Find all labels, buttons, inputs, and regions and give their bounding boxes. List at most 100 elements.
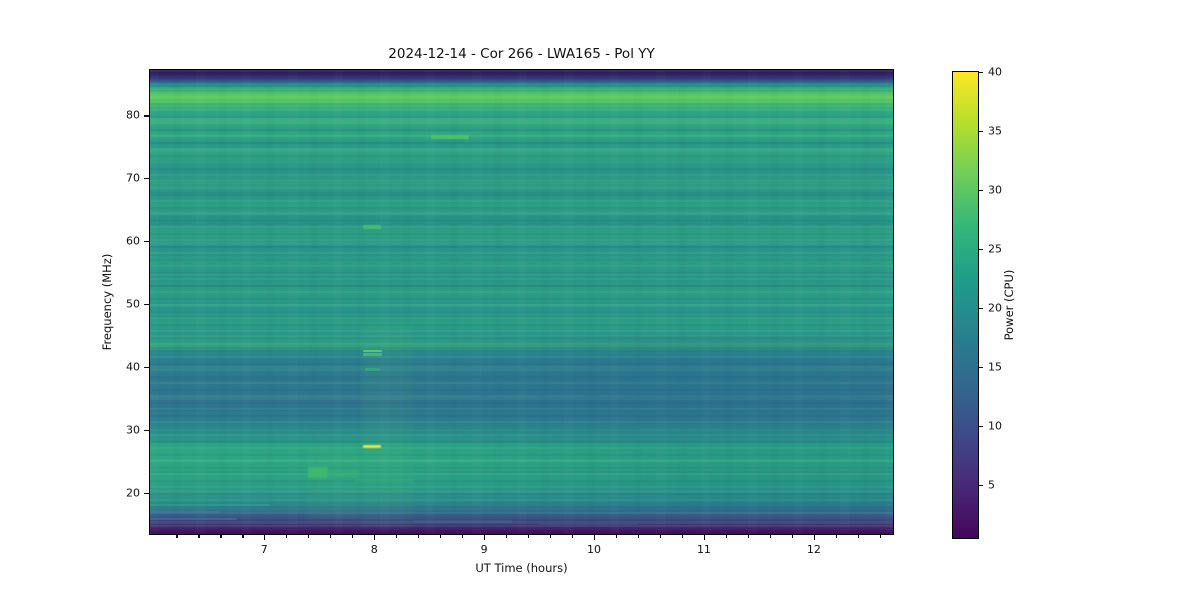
colorbar-tick-labels: 5 10 15 20 25 30 35 40 — [988, 66, 1018, 538]
x-minor-tick — [550, 535, 552, 538]
y-major-tick — [144, 493, 149, 495]
colorbar-tick-label: 10 — [988, 419, 1002, 433]
y-tick-label: 50 — [126, 297, 140, 311]
colorbar-tick-label: 15 — [988, 360, 1002, 374]
x-minor-tick — [396, 535, 398, 538]
x-minor-tick — [769, 535, 772, 538]
heatmap-channel-stripes-2 — [150, 70, 893, 534]
y-major-tick — [144, 304, 149, 306]
column-enhance-8h — [361, 323, 412, 528]
heatmap-time-columns — [150, 70, 893, 534]
burst-42MHz-upper — [363, 349, 382, 353]
x-minor-tick — [418, 535, 420, 538]
colorbar-tick — [979, 425, 983, 428]
line-17MHz-left — [150, 511, 221, 514]
x-minor-tick — [616, 535, 618, 538]
x-minor-tick — [462, 535, 464, 538]
burst-42MHz-lower — [363, 353, 382, 356]
x-minor-tick — [440, 535, 442, 538]
x-minor-tick — [791, 535, 794, 538]
heatmap-channel-stripes — [150, 70, 893, 534]
colorbar-tick — [979, 189, 983, 192]
x-minor-tick — [330, 535, 332, 538]
x-minor-tick — [198, 535, 200, 538]
y-major-tick — [144, 430, 149, 432]
x-minor-tick — [681, 535, 684, 538]
heatmap-image — [150, 70, 893, 534]
y-tick-label: 70 — [126, 171, 140, 185]
x-major-tick — [264, 535, 266, 540]
x-tick-labels: 7 8 9 10 11 12 — [150, 543, 893, 557]
colorbar-tick-label: 40 — [988, 65, 1002, 79]
x-axis — [150, 535, 893, 541]
y-axis-label: Frequency (MHz) — [100, 253, 114, 351]
x-tick-label: 12 — [806, 543, 821, 556]
x-minor-tick — [725, 535, 728, 538]
x-tick-label: 10 — [587, 543, 602, 556]
colorbar-tick — [979, 130, 983, 133]
line-18MHz-left — [150, 504, 270, 507]
y-major-tick — [144, 178, 149, 180]
x-tick-label: 11 — [696, 543, 711, 556]
x-major-tick — [484, 535, 486, 540]
heatmap-plot — [149, 69, 894, 535]
x-minor-tick — [528, 535, 530, 538]
line-15MHz-mid2 — [539, 522, 638, 525]
x-major-tick — [374, 535, 376, 540]
heatmap-lower-left-green-region — [150, 442, 893, 512]
line-76MHz — [431, 135, 469, 139]
y-tick-label: 20 — [126, 486, 140, 500]
x-major-tick — [703, 535, 706, 540]
x-minor-tick — [747, 535, 750, 538]
burst-40MHz-faint — [365, 368, 380, 371]
colorbar-tick — [979, 484, 983, 487]
x-major-tick — [813, 535, 816, 540]
blob-23MHz-dim — [328, 470, 359, 478]
x-minor-tick — [176, 535, 178, 538]
x-minor-tick — [308, 535, 310, 538]
x-major-tick — [594, 535, 596, 540]
x-tick-label: 8 — [370, 543, 378, 556]
y-major-tick — [144, 241, 149, 243]
x-minor-tick — [857, 535, 860, 538]
burst-27MHz-yellow — [363, 445, 381, 449]
y-tick-label: 30 — [126, 423, 140, 437]
y-tick-label: 80 — [126, 108, 140, 122]
x-minor-tick — [659, 535, 662, 538]
burst-62MHz — [363, 224, 381, 229]
x-axis-label: UT Time (hours) — [475, 561, 568, 575]
y-major-tick — [144, 115, 149, 117]
x-tick-label: 9 — [480, 543, 488, 556]
line-15.5MHz-mid — [412, 520, 512, 523]
colorbar-tick-label: 30 — [988, 183, 1002, 197]
heatmap-features — [150, 70, 893, 534]
x-minor-tick — [220, 535, 222, 538]
x-minor-tick — [286, 535, 288, 538]
colorbar-tick — [979, 307, 983, 310]
colorbar-tick-label: 35 — [988, 124, 1002, 138]
band-22MHz — [354, 478, 414, 483]
colorbar-tick-label: 25 — [988, 242, 1002, 256]
column-enhance-7.6h — [308, 445, 362, 522]
x-minor-tick — [835, 535, 838, 538]
colorbar-tick — [979, 366, 983, 369]
x-tick-label: 7 — [260, 543, 268, 556]
colorbar-tick — [979, 248, 983, 251]
band-26MHz-faint — [363, 454, 394, 458]
colorbar — [952, 71, 979, 539]
y-tick-labels: 20 30 40 50 60 70 80 — [104, 70, 142, 534]
y-tick-label: 60 — [126, 234, 140, 248]
y-axis — [144, 70, 150, 534]
x-minor-tick — [879, 535, 881, 538]
chart-title: 2024-12-14 - Cor 266 - LWA165 - Pol YY — [388, 46, 655, 62]
x-minor-tick — [572, 535, 574, 538]
y-major-tick — [144, 367, 149, 369]
colorbar-gradient — [953, 72, 978, 538]
x-minor-tick — [352, 535, 354, 538]
y-tick-label: 40 — [126, 360, 140, 374]
heatmap-right-dark-region — [150, 335, 893, 443]
colorbar-tick-label: 20 — [988, 301, 1002, 315]
line-16MHz-left — [150, 518, 237, 521]
x-minor-tick — [506, 535, 508, 538]
